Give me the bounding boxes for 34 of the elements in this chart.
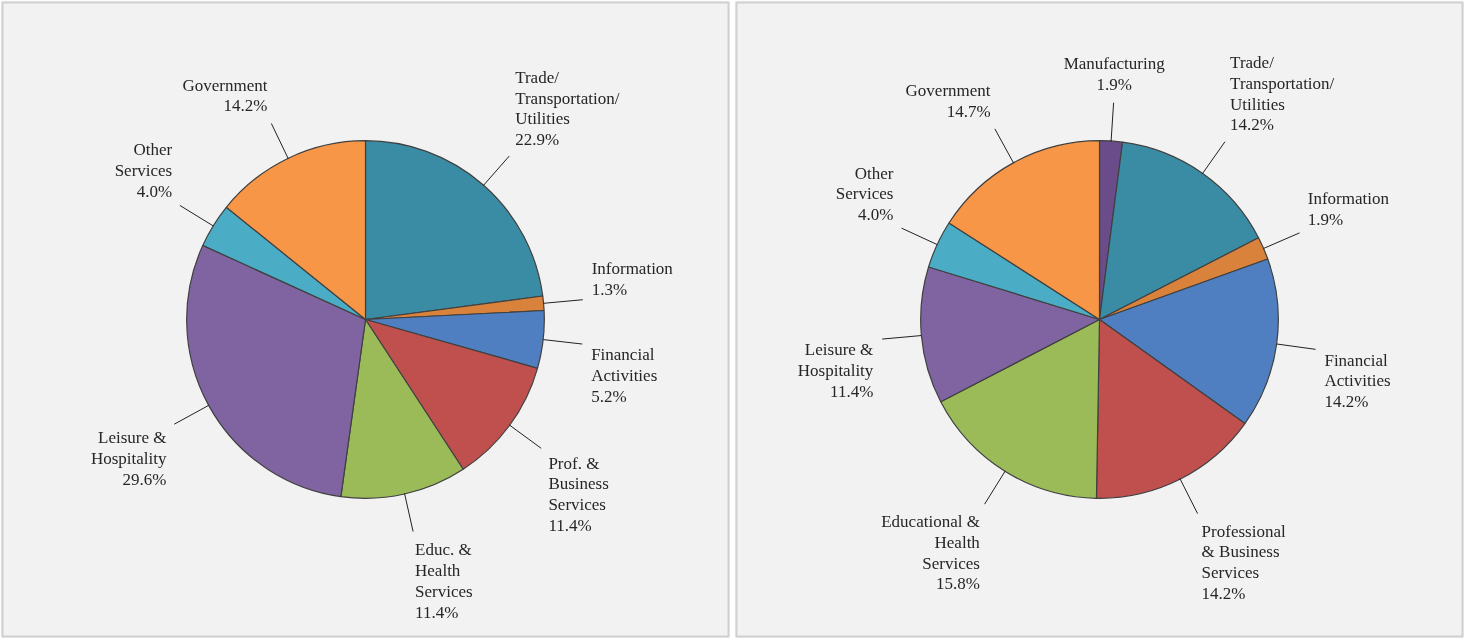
data-label: 1.9% [1307,210,1344,230]
data-label: 29.6% [122,470,167,490]
slice-label: Other Services [114,139,173,180]
slice-label: Educ. & Health Services [415,540,473,602]
data-label: 4.0% [136,181,173,201]
slice-label: Prof. & Business Services [548,453,609,515]
slice-label: Leisure & Hospitality [797,339,874,380]
data-label: 14.2% [1201,584,1246,604]
data-label: 14.7% [946,102,991,122]
slice-label: Educational & Health Services [881,511,981,573]
data-label: 22.9% [515,130,560,150]
data-label: 1.3% [591,279,628,299]
slice-label: Financial Activities [1324,350,1391,391]
data-label: 1.9% [1096,74,1132,94]
data-label: 14.2% [223,96,268,116]
data-label: 4.0% [858,205,894,225]
slice-label: Leisure & Hospitality [90,428,167,469]
slice-label: Manufacturing [1063,53,1166,73]
slice-label: Information [1307,189,1390,209]
data-label: 11.4% [830,381,874,401]
slice-label: Professional & Business Services [1201,521,1286,583]
data-label: 15.8% [935,574,980,594]
data-label: 14.2% [1324,392,1369,412]
slice-label: Government [182,75,268,95]
slice-label: Government [905,81,991,101]
data-label: 11.4% [548,516,592,536]
slice-label: Financial Activities [591,345,658,385]
data-label: 14.2% [1230,115,1275,135]
slice-label: Trade/Transportation/Utilities [1230,52,1335,114]
slice-label: Other Services [835,163,894,204]
slice-label: Trade/Transportation/Utilities [515,67,620,129]
slice-label: Information [591,259,674,279]
data-label: 5.2% [591,386,627,406]
data-label: 11.4% [415,602,459,622]
